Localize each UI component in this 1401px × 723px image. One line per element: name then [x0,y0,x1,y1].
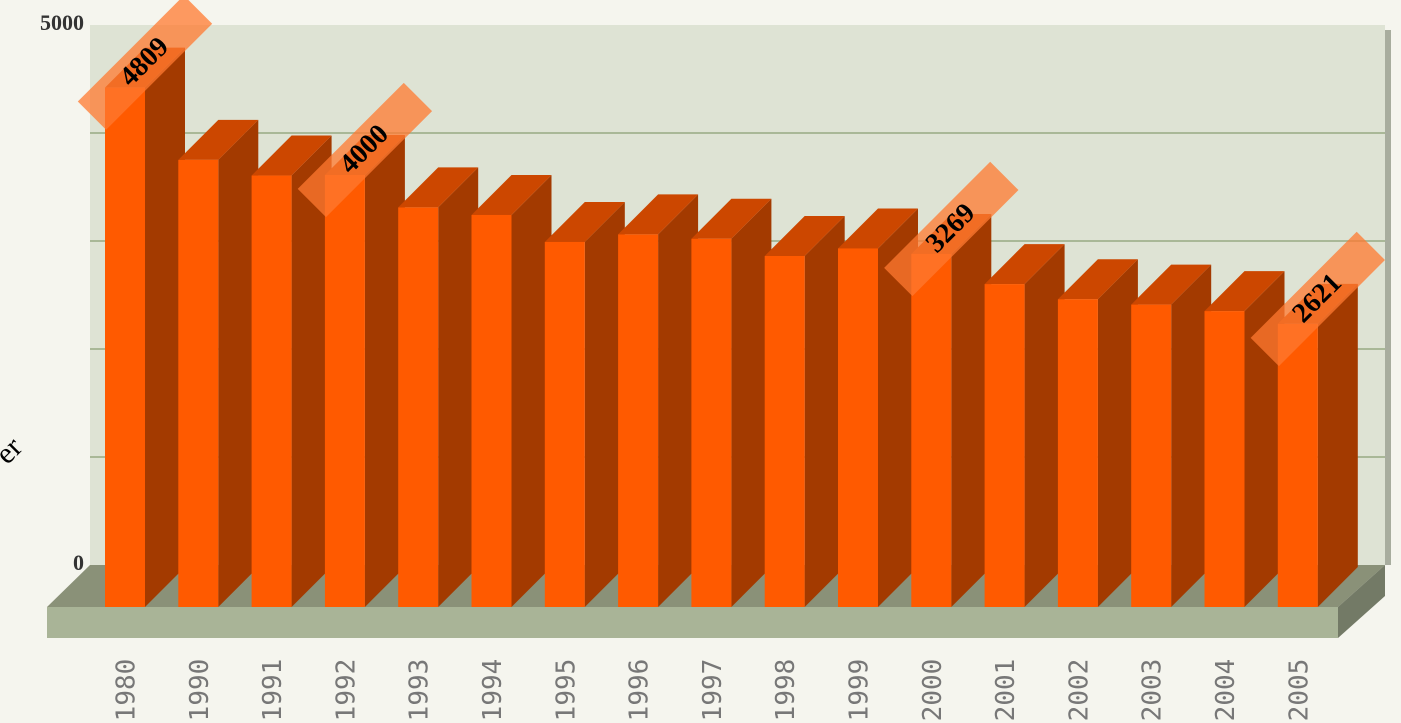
bar-side [951,213,992,607]
bar-top [764,216,845,256]
bar-front [1204,311,1245,607]
floor-side [1338,565,1385,638]
x-tick-label: 2002 [1064,659,1094,722]
bar-side [804,216,845,607]
bar-side [291,135,332,608]
bar [1057,259,1138,607]
bar-top [838,208,918,249]
bar [105,47,185,608]
bar-side [145,47,185,608]
bar-top [618,194,699,235]
x-tick-label: 1991 [258,659,288,722]
bar-top [178,119,259,160]
bar [471,174,552,607]
bar-front [324,175,365,607]
bar-front [105,87,145,608]
bar-side [658,194,699,607]
bar-front [398,207,439,607]
x-tick-label: 1990 [185,659,215,722]
y-axis-label: er [0,431,29,471]
bar-top [251,135,332,176]
x-tick-label: 1999 [845,659,875,722]
x-tick-label: 2000 [918,659,948,722]
bar [1277,283,1358,607]
y-tick-label: 5000 [40,10,84,35]
bar-side [1171,264,1212,607]
bar-top [398,167,479,208]
bar-side [731,198,772,607]
floor-front [47,607,1338,638]
bar-front [691,238,732,607]
bar-top [984,244,1065,285]
bar-top [1131,264,1212,305]
bar [398,167,479,607]
bar [178,119,259,607]
x-tick-label: 1996 [625,659,655,722]
x-tick-label: 1980 [112,659,142,722]
bar-front [471,214,512,607]
x-tick-label: 2005 [1284,659,1314,722]
x-tick-label: 2004 [1211,659,1241,722]
bar-front [618,234,659,607]
bar-top [1204,271,1285,312]
bar-top [691,198,772,239]
wall-shadow [1385,30,1391,565]
bar [838,208,918,607]
x-tick-label: 1997 [698,659,728,722]
bar-front [544,241,585,607]
data-label-box [1250,231,1385,367]
bar [984,244,1065,607]
bar-front [1131,304,1172,607]
bar-front [838,248,878,607]
bar-side [511,174,552,607]
bar [544,201,625,607]
bar-side [364,135,405,607]
bar [764,216,845,607]
bar-top [471,174,552,215]
x-tick-label: 1993 [405,659,435,722]
bar-front [764,256,805,607]
bar-side [584,201,625,607]
bar-front [984,284,1025,607]
x-tick-label: 1994 [478,659,508,722]
bar-front [1277,323,1318,607]
bar-top [1057,259,1138,300]
bar [1204,271,1285,607]
data-label-box [884,161,1019,297]
bar-side [878,208,918,607]
bar-front [178,159,219,607]
x-tick-label: 1998 [771,659,801,722]
bar [251,135,332,608]
x-tick-label: 2003 [1138,659,1168,722]
data-label-box [297,82,433,218]
x-tick-label: 2001 [991,659,1021,722]
bar-front [911,253,952,607]
bar [691,198,772,607]
y-tick-label: 0 [73,550,84,575]
bar-side [438,167,479,607]
bar-side [1024,244,1065,607]
bar-front [251,175,292,608]
bar-side [218,119,259,607]
x-tick-label: 1995 [551,659,581,722]
bar-side [1097,259,1138,607]
data-label-box [77,0,213,130]
bar-side [1317,283,1358,607]
bar [1131,264,1212,607]
bar-front [1057,299,1098,607]
bar-top [544,201,625,242]
bar [618,194,699,607]
x-tick-label: 1992 [331,659,361,722]
